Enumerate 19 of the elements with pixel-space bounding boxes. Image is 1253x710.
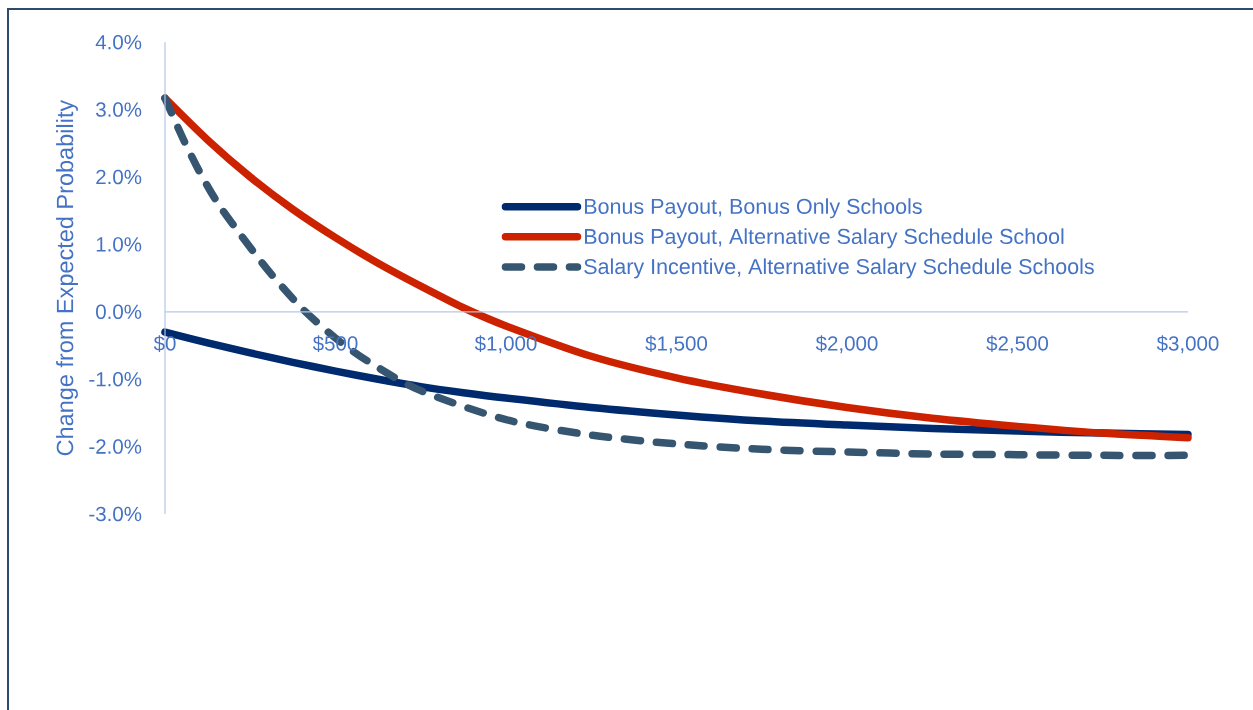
x-tick-label: $2,000 <box>815 335 878 354</box>
x-tick-label: $1,500 <box>645 335 708 354</box>
x-tick-label: $1,000 <box>474 335 537 354</box>
y-tick-label: 4.0% <box>95 34 142 50</box>
x-tick-label: $0 <box>153 335 176 352</box>
legend-label: Bonus Payout, Alternative Salary Schedule School <box>584 228 1064 249</box>
y-axis-title: Change from Expected Probability <box>56 99 78 456</box>
y-tick-label: 1.0% <box>96 237 142 252</box>
y-tick-label: -3.0% <box>89 506 142 522</box>
y-tick-label: 3.0% <box>96 102 142 117</box>
legend-label: Bonus Payout, Bonus Only Schools <box>584 198 922 219</box>
x-tick-label: $3,000 <box>1156 335 1219 354</box>
y-tick-label: 2.0% <box>96 169 142 185</box>
y-tick-label: 0.0% <box>96 304 142 320</box>
x-tick-label: $500 <box>312 335 358 352</box>
x-tick-label: $2,500 <box>986 335 1049 354</box>
y-tick-label: -1.0% <box>89 371 142 387</box>
y-tick-label: -2.0% <box>89 439 142 454</box>
legend-label: Salary Incentive, Alternative Salary Schedule Schools <box>584 258 1094 279</box>
